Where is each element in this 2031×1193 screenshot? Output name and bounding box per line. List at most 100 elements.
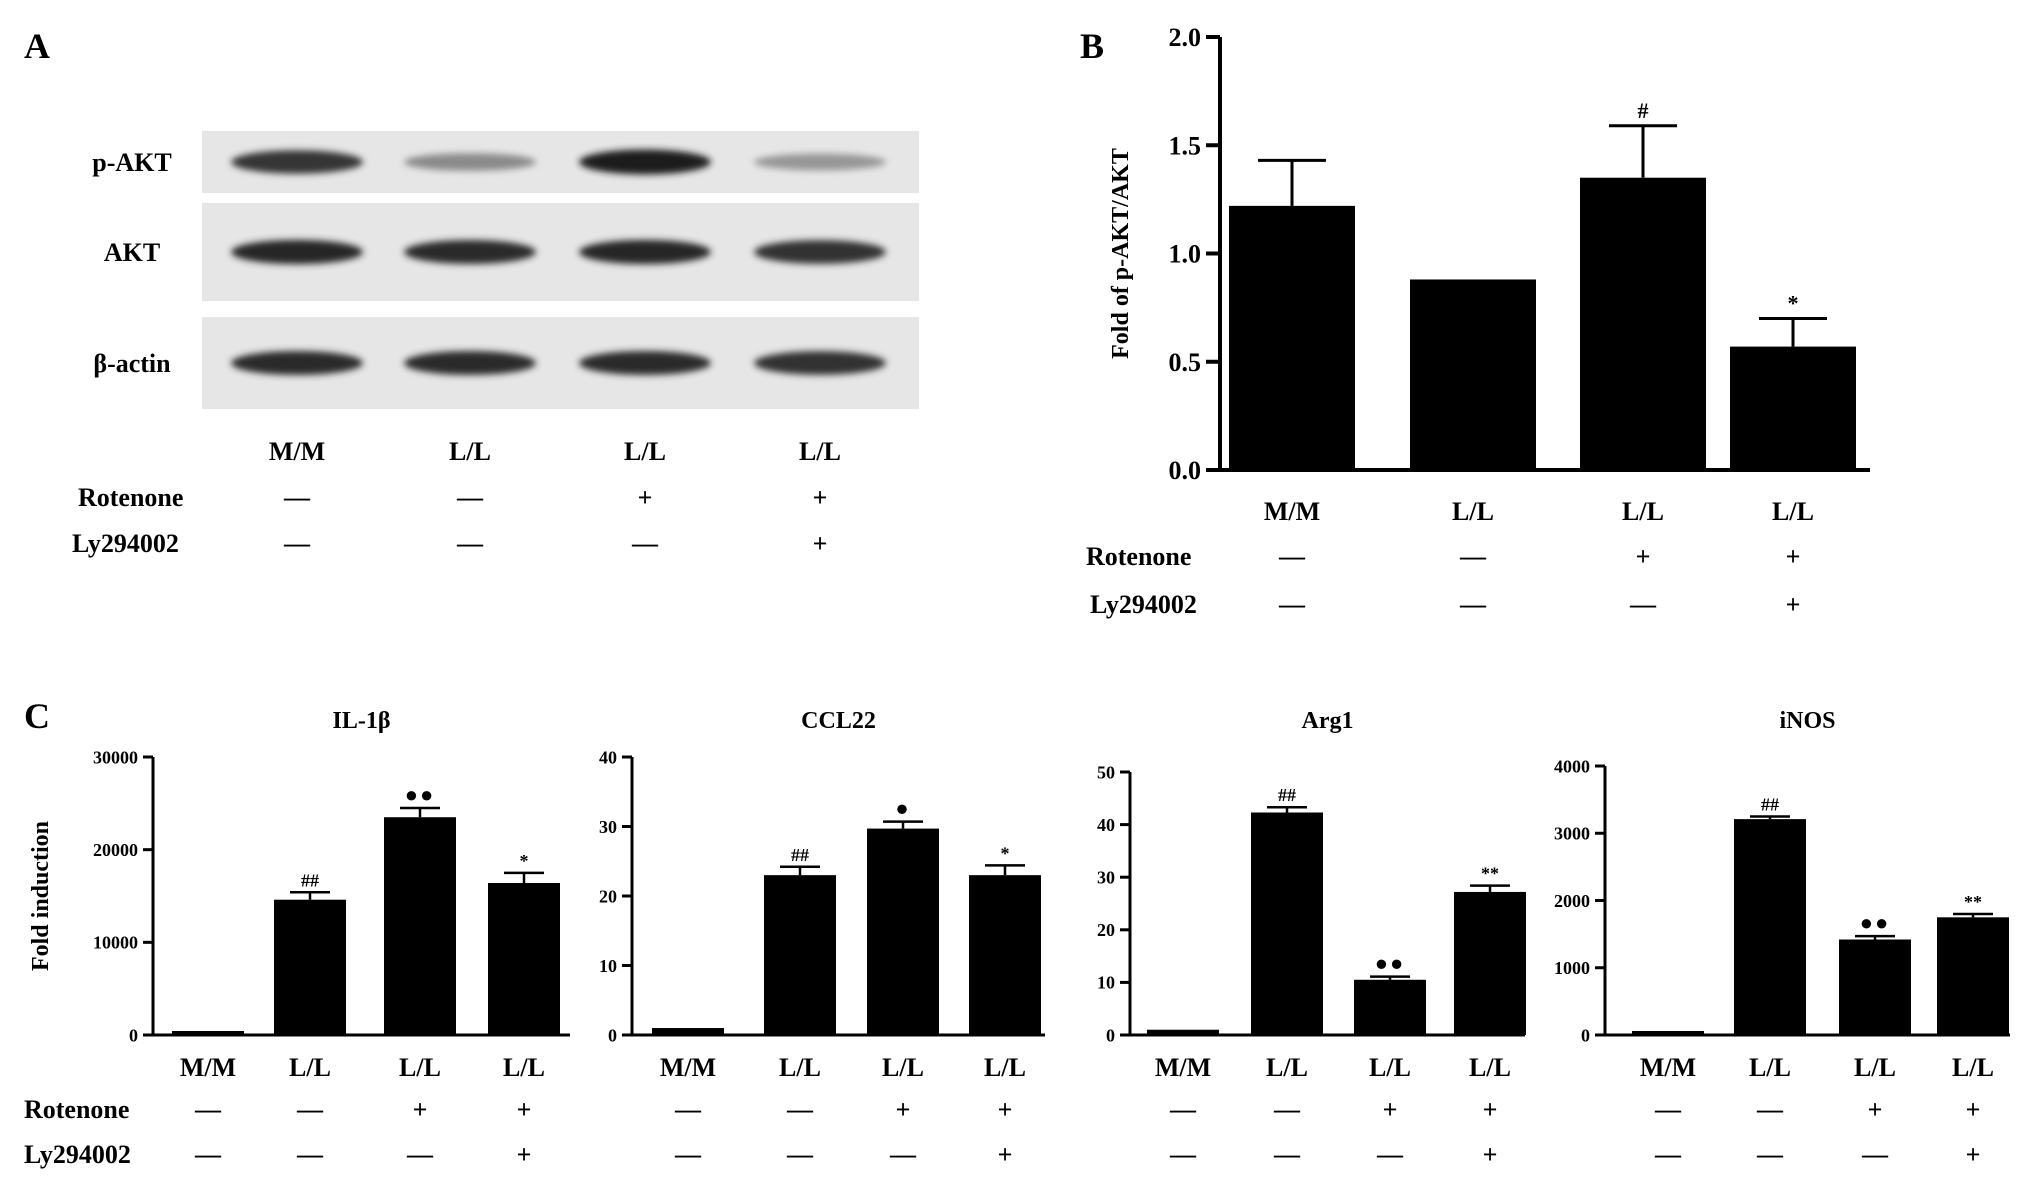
bar xyxy=(384,817,456,1035)
rotenone-mark: + xyxy=(517,1095,532,1124)
bar-charts: 0.0 0.5 1.0 1.5 2.0 Fold of p-AKT/AKT M/M — — L/L… xyxy=(24,23,2010,1169)
blot-row-label: AKT xyxy=(104,238,160,267)
ly294002-mark: — xyxy=(1169,1140,1197,1169)
category-label: L/L xyxy=(1369,1053,1411,1082)
significance-mark: # xyxy=(1638,98,1649,123)
ly294002-mark: — xyxy=(1654,1140,1682,1169)
chart-title: CCL22 xyxy=(801,708,876,734)
y-tick-label: 3000 xyxy=(1554,824,1590,844)
category-label: L/L xyxy=(1452,497,1494,526)
bar xyxy=(1839,939,1911,1035)
bar xyxy=(274,899,346,1035)
y-tick-label: 10000 xyxy=(93,933,138,953)
category-label: L/L xyxy=(399,1053,441,1082)
significance-mark: ## xyxy=(1278,785,1296,805)
blot-band xyxy=(754,240,886,264)
blot-band xyxy=(231,239,363,265)
rotenone-mark: + xyxy=(1786,542,1801,571)
ly294002-mark: — xyxy=(406,1140,434,1169)
y-tick-label: 0.5 xyxy=(1169,348,1202,377)
bar xyxy=(1251,812,1323,1035)
y-tick-label: 4000 xyxy=(1554,756,1590,776)
y-tick-label: 30 xyxy=(1097,868,1115,888)
blot-band xyxy=(404,153,536,171)
rotenone-mark: + xyxy=(1636,542,1651,571)
rotenone-mark: — xyxy=(1278,542,1306,571)
rotenone-mark: + xyxy=(1383,1095,1398,1124)
y-tick-label: 40 xyxy=(599,747,617,767)
lane-label: M/M xyxy=(269,437,325,466)
bar xyxy=(1730,346,1856,470)
category-label: L/L xyxy=(984,1053,1026,1082)
ly294002-mark: — xyxy=(1756,1140,1784,1169)
blot-row-label: β-actin xyxy=(93,349,171,378)
y-tick-label: 10 xyxy=(599,956,617,976)
bar xyxy=(1734,819,1806,1035)
rotenone-mark: — xyxy=(674,1095,702,1124)
chart-IL-1β: IL-1β 0 10000 20000 30000 Fold induction M/M — —… xyxy=(28,708,570,1169)
ly294002-mark: + xyxy=(998,1140,1013,1169)
y-tick-label: 0 xyxy=(129,1025,138,1045)
category-label: M/M xyxy=(1264,497,1320,526)
y-tick-label: 20000 xyxy=(93,840,138,860)
rotenone-mark: — xyxy=(1273,1095,1301,1124)
bar xyxy=(1410,279,1536,470)
chart-Arg1: Arg1 0 10 20 30 40 50 M/M — — ## L/L — — ●● L/L + — ** L/L +… xyxy=(1097,708,1526,1169)
ly294002-mark: — xyxy=(1376,1140,1404,1169)
rotenone-mark: + xyxy=(813,483,828,512)
significance-mark: ●● xyxy=(1860,910,1891,935)
category-label: L/L xyxy=(1854,1053,1896,1082)
significance-mark: * xyxy=(520,851,529,871)
ly294002-mark: — xyxy=(631,529,659,558)
blot-band xyxy=(231,150,363,174)
y-tick-label: 1.0 xyxy=(1169,240,1202,269)
rotenone-mark: + xyxy=(413,1095,428,1124)
ly294002-mark: — xyxy=(786,1140,814,1169)
ly294002-mark: — xyxy=(1629,590,1657,619)
rotenone-row-label-c: Rotenone xyxy=(24,1095,129,1124)
y-tick-label: 0 xyxy=(608,1025,617,1045)
panel-label-c: C xyxy=(24,696,50,736)
lane-label: L/L xyxy=(799,437,841,466)
rotenone-mark: + xyxy=(1483,1095,1498,1124)
rotenone-mark: — xyxy=(296,1095,324,1124)
significance-mark: * xyxy=(1001,843,1010,863)
rotenone-mark: + xyxy=(998,1095,1013,1124)
y-tick-label: 0.0 xyxy=(1169,456,1202,485)
significance-mark: ** xyxy=(1964,892,1982,912)
bar xyxy=(1147,1029,1219,1035)
bar xyxy=(1454,891,1526,1035)
y-tick-label: 20 xyxy=(599,886,617,906)
blot-band xyxy=(231,350,363,376)
category-label: M/M xyxy=(660,1053,716,1082)
ly294002-mark: — xyxy=(1273,1140,1301,1169)
ly294002-mark: — xyxy=(456,529,484,558)
category-label: L/L xyxy=(503,1053,545,1082)
ly294002-mark: + xyxy=(1966,1140,1981,1169)
y-tick-label: 50 xyxy=(1097,762,1115,782)
ly294002-mark: — xyxy=(674,1140,702,1169)
bar xyxy=(1580,177,1706,470)
ly294002-row-label: Ly294002 xyxy=(72,529,179,558)
y-tick-label: 30000 xyxy=(93,747,138,767)
y-tick-label: 10 xyxy=(1097,973,1115,993)
significance-mark: ## xyxy=(791,845,809,865)
blot-band xyxy=(754,153,886,171)
ly294002-row-label-c: Ly294002 xyxy=(24,1140,131,1169)
significance-mark: ## xyxy=(1761,794,1779,814)
rotenone-mark: + xyxy=(1966,1095,1981,1124)
lane-label: L/L xyxy=(449,437,491,466)
category-label: L/L xyxy=(289,1053,331,1082)
chart-CCL22: CCL22 0 10 20 30 40 M/M — — ## L/L — — ● L/L + — * L/L + + xyxy=(599,708,1045,1169)
bar xyxy=(1229,205,1355,470)
bar xyxy=(1632,1031,1704,1035)
blot-row-label: p-AKT xyxy=(92,148,171,177)
panel-label-a: A xyxy=(24,26,50,66)
y-axis-label: Fold of p-AKT/AKT xyxy=(1108,148,1134,359)
y-tick-label: 30 xyxy=(599,817,617,837)
rotenone-mark: — xyxy=(456,483,484,512)
blot-condition-table: M/M — — L/L — — L/L + — L/L + + Rotenone Ly294002 xyxy=(72,437,841,558)
blot-band xyxy=(579,350,711,376)
y-tick-label: 2.0 xyxy=(1169,23,1202,52)
